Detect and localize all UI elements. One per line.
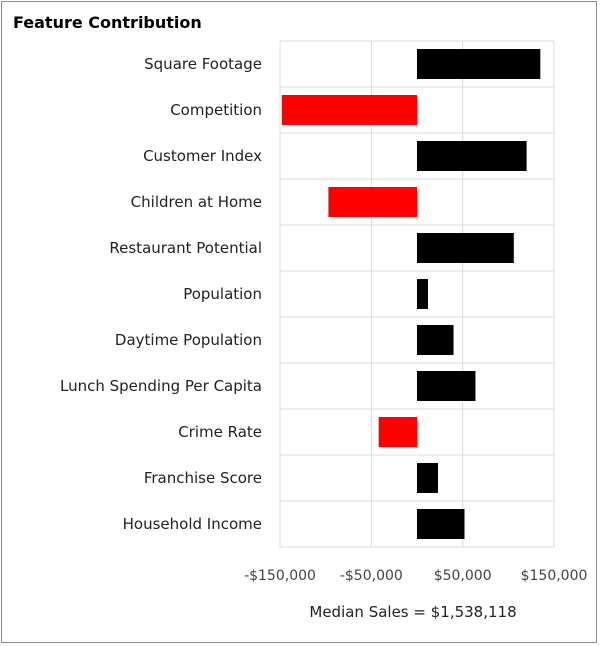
category-label-5: Population bbox=[183, 285, 262, 303]
bar-3 bbox=[328, 187, 417, 217]
x-tick-label-2: $50,000 bbox=[434, 568, 492, 584]
category-label-6: Daytime Population bbox=[115, 331, 262, 349]
category-label-9: Franchise Score bbox=[144, 469, 262, 487]
x-tick-label-3: $150,000 bbox=[521, 568, 588, 584]
chart-title: Feature Contribution bbox=[13, 13, 202, 32]
bar-8 bbox=[378, 417, 417, 447]
x-tick-label-1: -$50,000 bbox=[340, 568, 403, 584]
category-label-1: Competition bbox=[170, 101, 262, 119]
median-sales-label: Median Sales = $1,538,118 bbox=[309, 603, 517, 621]
category-label-2: Customer Index bbox=[143, 147, 262, 165]
bar-0 bbox=[417, 49, 541, 79]
bar-4 bbox=[417, 233, 514, 263]
category-label-8: Crime Rate bbox=[178, 423, 262, 441]
x-tick-label-0: -$150,000 bbox=[244, 568, 316, 584]
bar-10 bbox=[417, 509, 465, 539]
category-label-3: Children at Home bbox=[131, 193, 262, 211]
bar-7 bbox=[417, 371, 476, 401]
category-label-4: Restaurant Potential bbox=[109, 239, 262, 257]
bar-6 bbox=[417, 325, 454, 355]
category-label-7: Lunch Spending Per Capita bbox=[60, 377, 262, 395]
bar-1 bbox=[281, 95, 417, 125]
category-label-10: Household Income bbox=[123, 515, 262, 533]
bar-5 bbox=[417, 279, 428, 309]
bar-2 bbox=[417, 141, 527, 171]
bar-9 bbox=[417, 463, 439, 493]
category-label-0: Square Footage bbox=[144, 55, 262, 73]
